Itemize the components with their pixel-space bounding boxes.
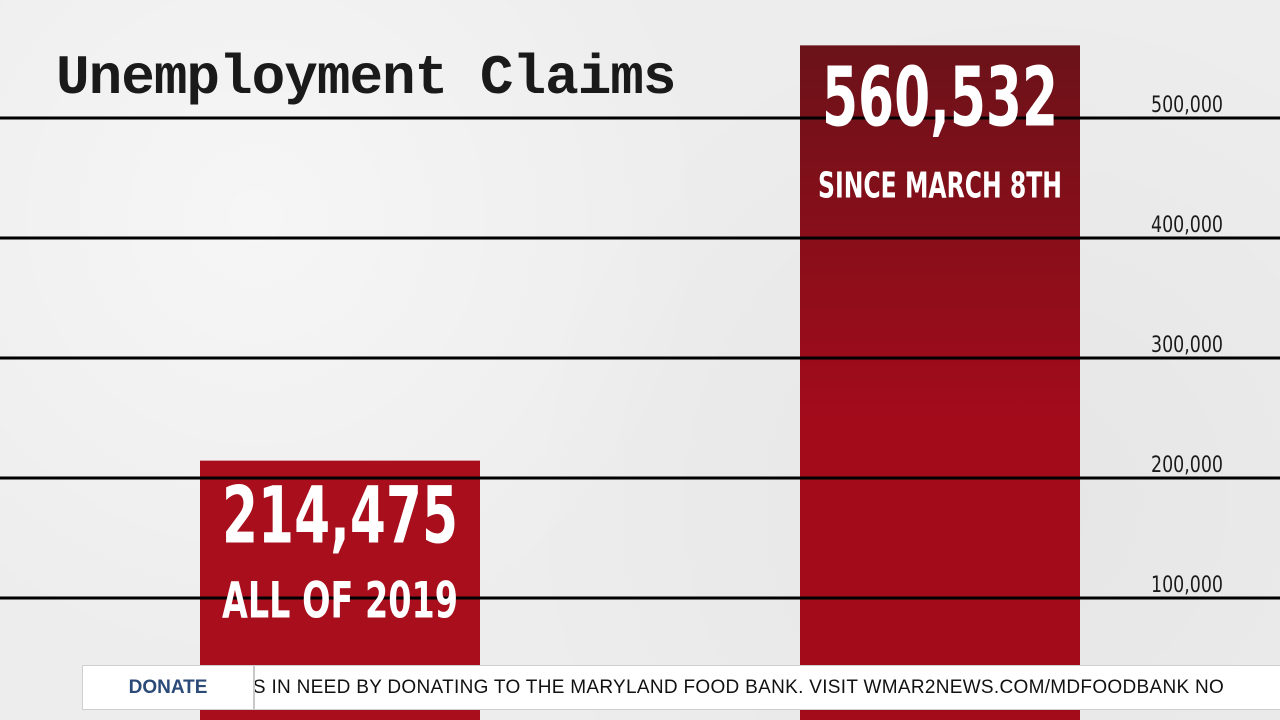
ticker-crawl-text: 'S IN NEED BY DONATING TO THE MARYLAND F… <box>255 666 1280 709</box>
bar-value-label: 560,532 <box>822 50 1058 145</box>
y-tick-label: 400,000 <box>1151 213 1223 238</box>
bar-value-label: 214,475 <box>222 472 458 562</box>
y-tick-label: 200,000 <box>1151 453 1223 478</box>
donate-button[interactable]: DONATE <box>83 666 255 709</box>
y-tick-label: 100,000 <box>1151 573 1223 598</box>
y-tick-label: 500,000 <box>1151 93 1223 118</box>
bar-category-label: ALL OF 2019 <box>222 572 458 630</box>
bar-since-march-8th <box>800 45 1080 720</box>
news-ticker: DONATE 'S IN NEED BY DONATING TO THE MAR… <box>82 665 1280 710</box>
chart-title: Unemployment Claims <box>56 46 677 110</box>
ticker-message: 'S IN NEED BY DONATING TO THE MARYLAND F… <box>255 676 1225 698</box>
y-tick-label: 300,000 <box>1151 333 1223 358</box>
bar-category-label: SINCE MARCH 8TH <box>818 165 1062 206</box>
